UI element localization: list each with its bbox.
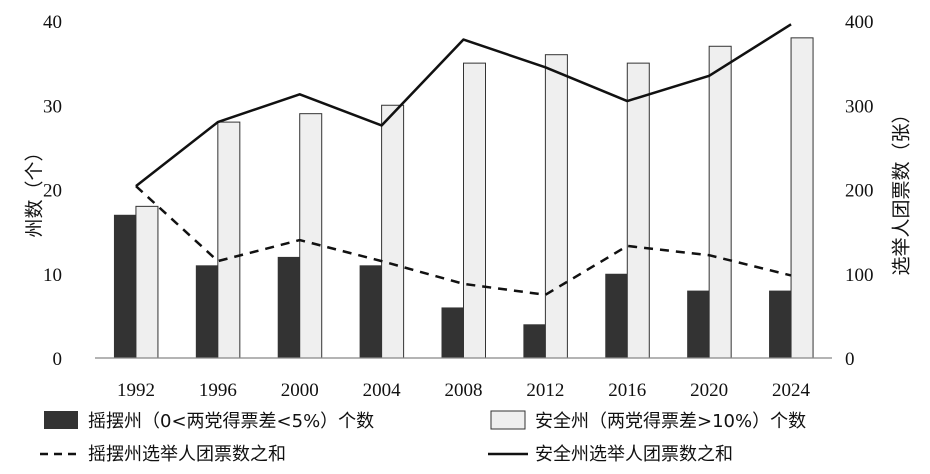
- line-series: [135, 23, 792, 297]
- left-tick-label: 10: [43, 265, 62, 286]
- x-tick-label: 2000: [281, 380, 319, 401]
- legend-item-safe-line: 安全州选举人团票数之和: [488, 444, 733, 465]
- swing-bar-2020: [687, 290, 710, 358]
- left-axis-ticks: 0 10 20 30 40: [43, 12, 62, 370]
- safe-bar-2024: [790, 37, 814, 359]
- y-left-axis-title: 州数（个）: [24, 142, 46, 237]
- legend-swatch-safe-bars: [490, 410, 526, 430]
- right-tick-label: 200: [845, 181, 874, 202]
- x-tick-label: 1992: [117, 380, 155, 401]
- safe-bar-1992: [135, 205, 159, 359]
- x-axis-ticks: 1992 1996 2000 2004 2008 2012 2016 2020 2024: [117, 380, 811, 401]
- swing-bar-1996: [195, 265, 218, 358]
- right-tick-label: 300: [845, 96, 874, 117]
- x-tick-label: 2012: [526, 380, 564, 401]
- legend: 摇摆州（0<两党得票差<5%）个数 安全州（两党得票差>10%）个数 摇摆州选举…: [40, 410, 806, 465]
- swing-votes-line: [135, 185, 792, 297]
- y-right-axis-title: 选举人团票数（张）: [891, 104, 913, 275]
- swing-bar-2004: [359, 265, 382, 358]
- left-tick-label: 30: [43, 96, 62, 117]
- legend-item-swing-bars: 摇摆州（0<两党得票差<5%）个数: [44, 411, 374, 432]
- x-tick-label: 1996: [199, 380, 237, 401]
- swing-state-bars: [113, 214, 792, 358]
- swing-bar-2008: [441, 307, 464, 358]
- x-tick-label: 2020: [690, 380, 728, 401]
- right-tick-label: 100: [845, 265, 874, 286]
- safe-bar-2016: [626, 62, 650, 359]
- x-tick-label: 2004: [363, 380, 402, 401]
- swing-bar-2012: [523, 324, 546, 358]
- legend-item-swing-line: 摇摆州选举人团票数之和: [40, 444, 286, 465]
- right-tick-label: 400: [845, 12, 874, 33]
- legend-item-safe-bars: 安全州（两党得票差>10%）个数: [490, 410, 806, 432]
- swing-bar-2000: [277, 256, 300, 358]
- x-tick-label: 2024: [772, 380, 811, 401]
- safe-bar-2000: [299, 113, 323, 359]
- legend-label-safe-bars: 安全州（两党得票差>10%）个数: [535, 411, 806, 432]
- safe-votes-line: [135, 23, 792, 188]
- legend-label-safe-line: 安全州选举人团票数之和: [535, 444, 733, 465]
- swing-bar-2024: [769, 290, 792, 358]
- safe-bar-1996: [217, 121, 241, 359]
- safe-bar-2004: [381, 104, 405, 359]
- x-tick-label: 2016: [608, 380, 646, 401]
- legend-swatch-swing-bars: [44, 411, 78, 429]
- safe-bar-2020: [708, 45, 732, 359]
- legend-label-swing-line: 摇摆州选举人团票数之和: [88, 444, 286, 465]
- left-tick-label: 40: [43, 12, 62, 33]
- swing-bar-2016: [605, 273, 628, 358]
- left-tick-label: 20: [43, 181, 62, 202]
- left-tick-label: 0: [53, 349, 63, 370]
- safe-bar-2008: [463, 62, 486, 359]
- right-axis-ticks: 0 100 200 300 400: [845, 12, 874, 370]
- x-tick-label: 2008: [445, 380, 483, 401]
- safe-bar-2012: [544, 54, 568, 359]
- right-tick-label: 0: [845, 349, 855, 370]
- legend-label-swing-bars: 摇摆州（0<两党得票差<5%）个数: [88, 411, 374, 432]
- safe-state-bars: [135, 37, 814, 359]
- swing-bar-1992: [113, 214, 136, 358]
